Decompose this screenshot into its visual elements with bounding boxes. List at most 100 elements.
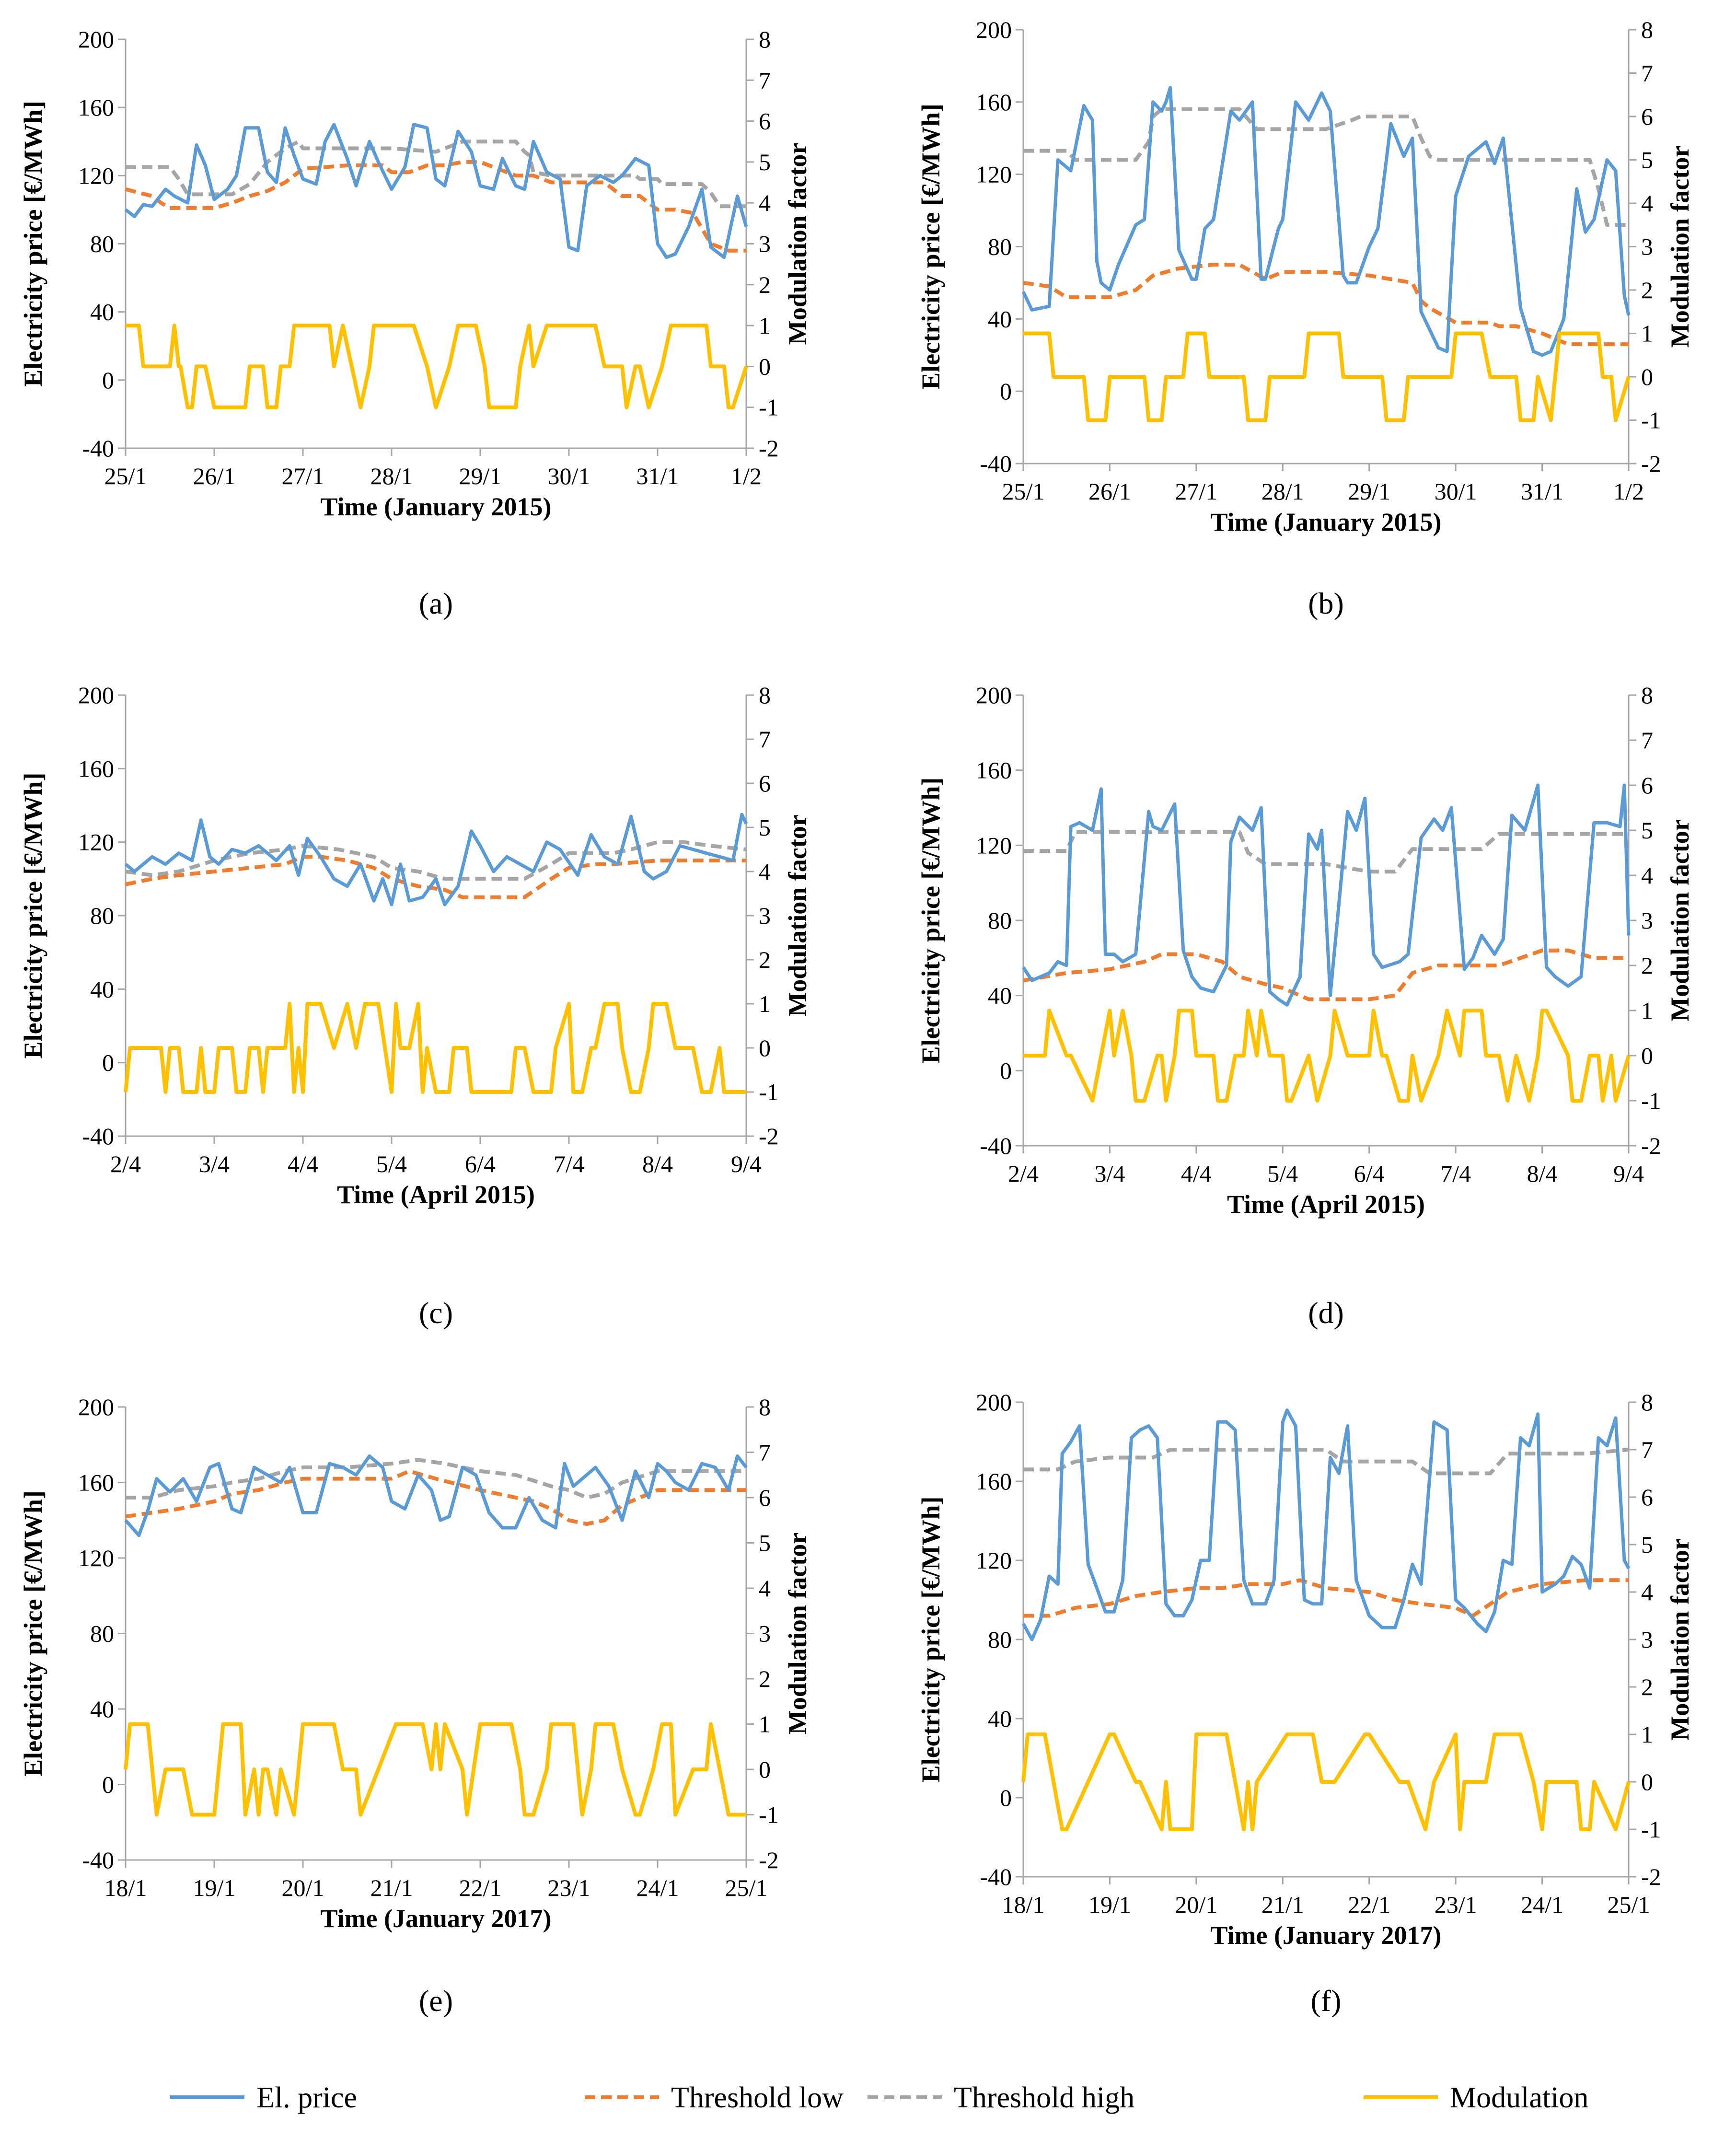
x-tick-label: 1/2 <box>731 463 762 489</box>
series-line-price <box>124 813 748 907</box>
x-tick-label: 2/4 <box>1008 1160 1039 1187</box>
y2-tick-label: 6 <box>759 1484 771 1511</box>
legend-item-high: Threshold high <box>868 2081 1134 2114</box>
y2-tick-label: -1 <box>759 1802 779 1828</box>
x-tick-label: 20/1 <box>1175 1891 1217 1918</box>
legend: El. price Threshold low Threshold high Modu… <box>170 2081 1588 2114</box>
x-tick-label: 24/1 <box>1521 1891 1563 1918</box>
x-tick-label: 27/1 <box>282 463 324 489</box>
y2-tick-label: 7 <box>1641 1436 1653 1463</box>
x-tick-label: 26/1 <box>1088 478 1131 505</box>
y2-tick-label: -2 <box>759 1123 779 1150</box>
y2-axis-title: Modulation factor <box>783 143 812 345</box>
y2-axis-title: Modulation factor <box>783 814 812 1016</box>
y-tick-label: 120 <box>78 162 114 189</box>
y2-tick-label: 0 <box>759 353 771 380</box>
y2-tick-label: -2 <box>1641 1132 1661 1159</box>
y-tick-label: 40 <box>988 305 1012 332</box>
legend-label: Modulation <box>1450 2081 1588 2114</box>
y2-tick-label: 1 <box>1641 997 1653 1024</box>
series-line-price <box>124 123 748 259</box>
y2-axis-title: Modulation factor <box>1666 819 1694 1021</box>
y2-tick-label: 8 <box>759 682 771 709</box>
x-tick-label: 3/4 <box>1094 1160 1125 1187</box>
y2-tick-label: -2 <box>759 1847 779 1873</box>
y2-tick-label: 1 <box>1641 1721 1653 1748</box>
y-axis-title: Electricity price [€/MWh] <box>19 773 47 1059</box>
x-tick-label: 7/4 <box>1440 1160 1471 1187</box>
x-axis-title: Time (January 2017) <box>1211 1921 1442 1950</box>
x-tick-label: 5/4 <box>376 1151 407 1177</box>
series-line-high <box>1023 107 1629 227</box>
series-line-mod <box>1023 1009 1631 1103</box>
series-line-mod <box>124 1722 746 1817</box>
y2-tick-label: 3 <box>759 902 771 929</box>
chart-panel-a: 200 160 120 80 40 0 -40 8 7 6 5 4 3 2 1 0 -1 -2 25/1 26/1 27… <box>19 26 812 620</box>
y-tick-label: 160 <box>78 1469 114 1496</box>
y2-tick-label: 2 <box>759 271 771 298</box>
y2-tick-label: 7 <box>759 1439 771 1466</box>
y2-tick-label: 5 <box>759 1530 771 1557</box>
x-axis-title: Time (April 2015) <box>1227 1190 1425 1219</box>
x-tick-label: 3/4 <box>199 1151 230 1177</box>
x-tick-label: 7/4 <box>554 1151 584 1177</box>
x-tick-label: 26/1 <box>193 463 236 489</box>
x-tick-label: 31/1 <box>637 463 679 489</box>
y-tick-label: 40 <box>90 299 114 326</box>
y-tick-label: 200 <box>976 682 1012 709</box>
x-tick-label: 9/4 <box>731 1151 762 1177</box>
y-tick-label: 160 <box>78 94 114 121</box>
y-tick-label: 120 <box>976 832 1012 859</box>
y2-tick-label: 2 <box>1641 952 1653 979</box>
y2-tick-label: 2 <box>759 1665 771 1692</box>
y2-tick-label: 0 <box>759 1035 771 1061</box>
y2-tick-label: 8 <box>1641 16 1653 43</box>
x-tick-label: 25/1 <box>1002 478 1045 505</box>
legend-label: Threshold high <box>954 2081 1134 2114</box>
x-tick-label: 8/4 <box>1527 1160 1558 1187</box>
y2-tick-label: 4 <box>1641 190 1653 217</box>
y2-tick-label: 3 <box>1641 907 1653 934</box>
y2-tick-label: -1 <box>1641 1087 1661 1114</box>
y2-tick-label: 1 <box>1641 320 1653 347</box>
series-line-price <box>1022 783 1631 1007</box>
x-tick-label: 29/1 <box>459 463 502 489</box>
x-tick-label: 21/1 <box>370 1874 413 1901</box>
y-tick-label: -40 <box>980 1863 1012 1890</box>
panel-label: (c) <box>419 1296 453 1330</box>
x-tick-label: 30/1 <box>548 463 590 489</box>
x-axis-title: Time (April 2015) <box>337 1180 535 1209</box>
y2-tick-label: 8 <box>759 26 771 53</box>
series-line-low <box>1023 1578 1629 1618</box>
x-axis-title: Time (January 2015) <box>1211 508 1442 536</box>
y-axis-title: Electricity price [€/MWh] <box>916 778 945 1064</box>
x-tick-label: 5/4 <box>1267 1160 1298 1187</box>
y-axis-title: Electricity price [€/MWh] <box>916 104 945 390</box>
y-tick-label: 200 <box>78 682 114 709</box>
x-tick-label: 29/1 <box>1348 478 1390 505</box>
y2-tick-label: 3 <box>1641 1626 1653 1653</box>
y-tick-label: 40 <box>90 1696 114 1722</box>
y2-tick-label: 4 <box>759 189 771 216</box>
series-line-low <box>125 1469 746 1526</box>
panel-label: (f) <box>1311 1984 1342 2018</box>
y-tick-label: 200 <box>78 1394 114 1420</box>
y2-tick-label: 0 <box>1641 1042 1653 1069</box>
x-tick-label: 19/1 <box>193 1874 236 1901</box>
x-tick-label: 6/4 <box>1354 1160 1385 1187</box>
y-tick-label: 40 <box>988 982 1012 1009</box>
x-tick-label: 8/4 <box>642 1151 673 1177</box>
y2-tick-label: 1 <box>759 990 771 1017</box>
y-tick-label: 160 <box>976 89 1012 116</box>
y2-tick-label: 5 <box>759 814 771 841</box>
y2-tick-label: 2 <box>1641 277 1653 303</box>
y2-tick-label: 7 <box>759 67 771 93</box>
series-line-high <box>126 140 746 209</box>
series-line-mod <box>1021 1732 1631 1831</box>
y2-tick-label: 5 <box>1641 147 1653 174</box>
y-tick-label: 0 <box>102 1049 114 1076</box>
y2-tick-label: -1 <box>1641 1816 1661 1843</box>
y-tick-label: -40 <box>82 1847 114 1873</box>
